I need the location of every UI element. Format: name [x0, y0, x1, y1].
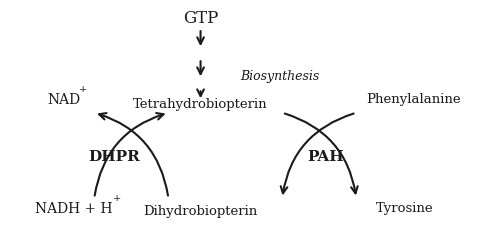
- Text: GTP: GTP: [183, 10, 218, 27]
- Text: NAD: NAD: [48, 93, 80, 107]
- Text: +: +: [80, 85, 88, 94]
- Text: Biosynthesis: Biosynthesis: [240, 70, 320, 83]
- Text: +: +: [112, 194, 121, 203]
- Text: PAH: PAH: [307, 150, 344, 164]
- Text: NADH + H: NADH + H: [35, 202, 112, 216]
- Text: Dihydrobiopterin: Dihydrobiopterin: [144, 205, 258, 218]
- Text: Tyrosine: Tyrosine: [376, 202, 434, 215]
- Text: Phenylalanine: Phenylalanine: [366, 93, 461, 106]
- Text: DHPR: DHPR: [88, 150, 140, 164]
- Text: Tetrahydrobiopterin: Tetrahydrobiopterin: [133, 98, 268, 111]
